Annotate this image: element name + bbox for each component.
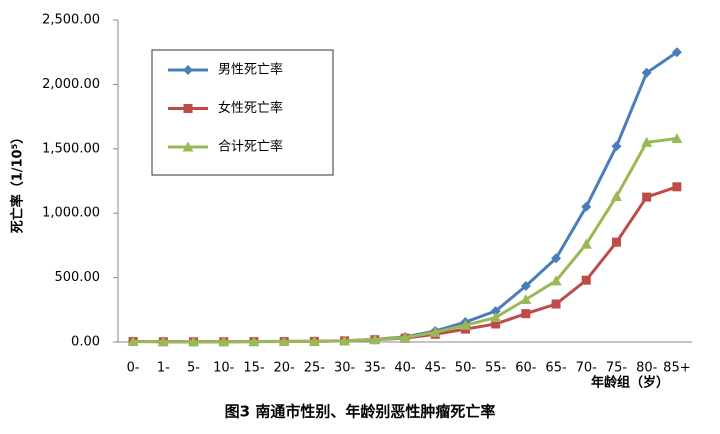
data-point [127, 335, 139, 346]
data-point [581, 275, 591, 285]
x-tick-label: 20- [274, 361, 296, 376]
data-point [369, 334, 381, 345]
x-tick-label: 10- [213, 361, 235, 376]
data-point [672, 182, 682, 192]
x-tick-label: 30- [334, 361, 356, 376]
data-point [459, 319, 471, 330]
legend-label: 女性死亡率 [218, 100, 283, 116]
x-tick-label: 5- [187, 361, 200, 376]
data-point [610, 190, 622, 201]
y-tick-label: 1,500.00 [42, 141, 100, 156]
x-tick-label: 1- [157, 361, 170, 376]
x-tick-label: 45- [425, 361, 447, 376]
data-point [641, 67, 652, 78]
data-point [520, 280, 531, 291]
data-point [157, 336, 169, 347]
x-tick-label: 25- [304, 361, 326, 376]
data-point [611, 141, 622, 152]
data-point [551, 299, 561, 309]
data-point [521, 309, 531, 319]
data-point [218, 336, 230, 347]
data-point [641, 136, 653, 147]
data-point [248, 336, 260, 347]
legend-marker [183, 65, 193, 75]
data-point [188, 336, 200, 347]
x-tick-label: 50- [455, 361, 477, 376]
data-point [339, 335, 351, 346]
x-tick-label: 70- [576, 361, 598, 376]
data-point [399, 331, 411, 342]
data-point [490, 312, 502, 323]
x-tick-label: 35- [364, 361, 386, 376]
legend-marker [183, 104, 193, 113]
x-tick-label: 0- [127, 361, 140, 376]
data-point [580, 238, 592, 249]
data-point [429, 326, 441, 337]
data-point [491, 319, 501, 329]
data-point [551, 253, 562, 264]
y-tick-label: 2,500.00 [42, 13, 100, 28]
x-tick-label: 15- [243, 361, 265, 376]
data-point [308, 335, 320, 346]
x-tick-label: 65- [545, 361, 567, 376]
series-line [133, 185, 678, 344]
x-tick-label: 40- [394, 361, 416, 376]
data-point [671, 132, 683, 143]
legend-label: 男性死亡率 [218, 62, 283, 78]
legend-label: 合计死亡率 [218, 139, 283, 155]
x-tick-label: 85+ [663, 361, 690, 376]
data-point [278, 335, 290, 346]
y-axis-label: 死亡率（1/10⁵） [10, 131, 26, 234]
x-tick-label: 80- [636, 361, 658, 376]
chart-title: 图3 南通市性别、年龄别恶性肿瘤死亡率 [225, 403, 496, 421]
x-tick-label: 60- [515, 361, 537, 376]
y-tick-label: 1,000.00 [42, 206, 100, 221]
y-tick-label: 0.00 [71, 335, 100, 350]
data-point [520, 293, 532, 304]
x-tick-label: 55- [485, 361, 507, 376]
y-tick-label: 2,000.00 [42, 77, 100, 92]
data-point [581, 201, 592, 212]
data-point [490, 306, 501, 317]
data-point [550, 275, 562, 286]
data-point [611, 237, 621, 247]
y-tick-label: 500.00 [55, 270, 101, 285]
x-tick-label: 75- [606, 361, 628, 376]
data-point [671, 47, 682, 58]
x-axis-label: 年龄组（岁） [591, 375, 669, 391]
legend-marker [182, 141, 194, 152]
data-point [642, 192, 652, 202]
